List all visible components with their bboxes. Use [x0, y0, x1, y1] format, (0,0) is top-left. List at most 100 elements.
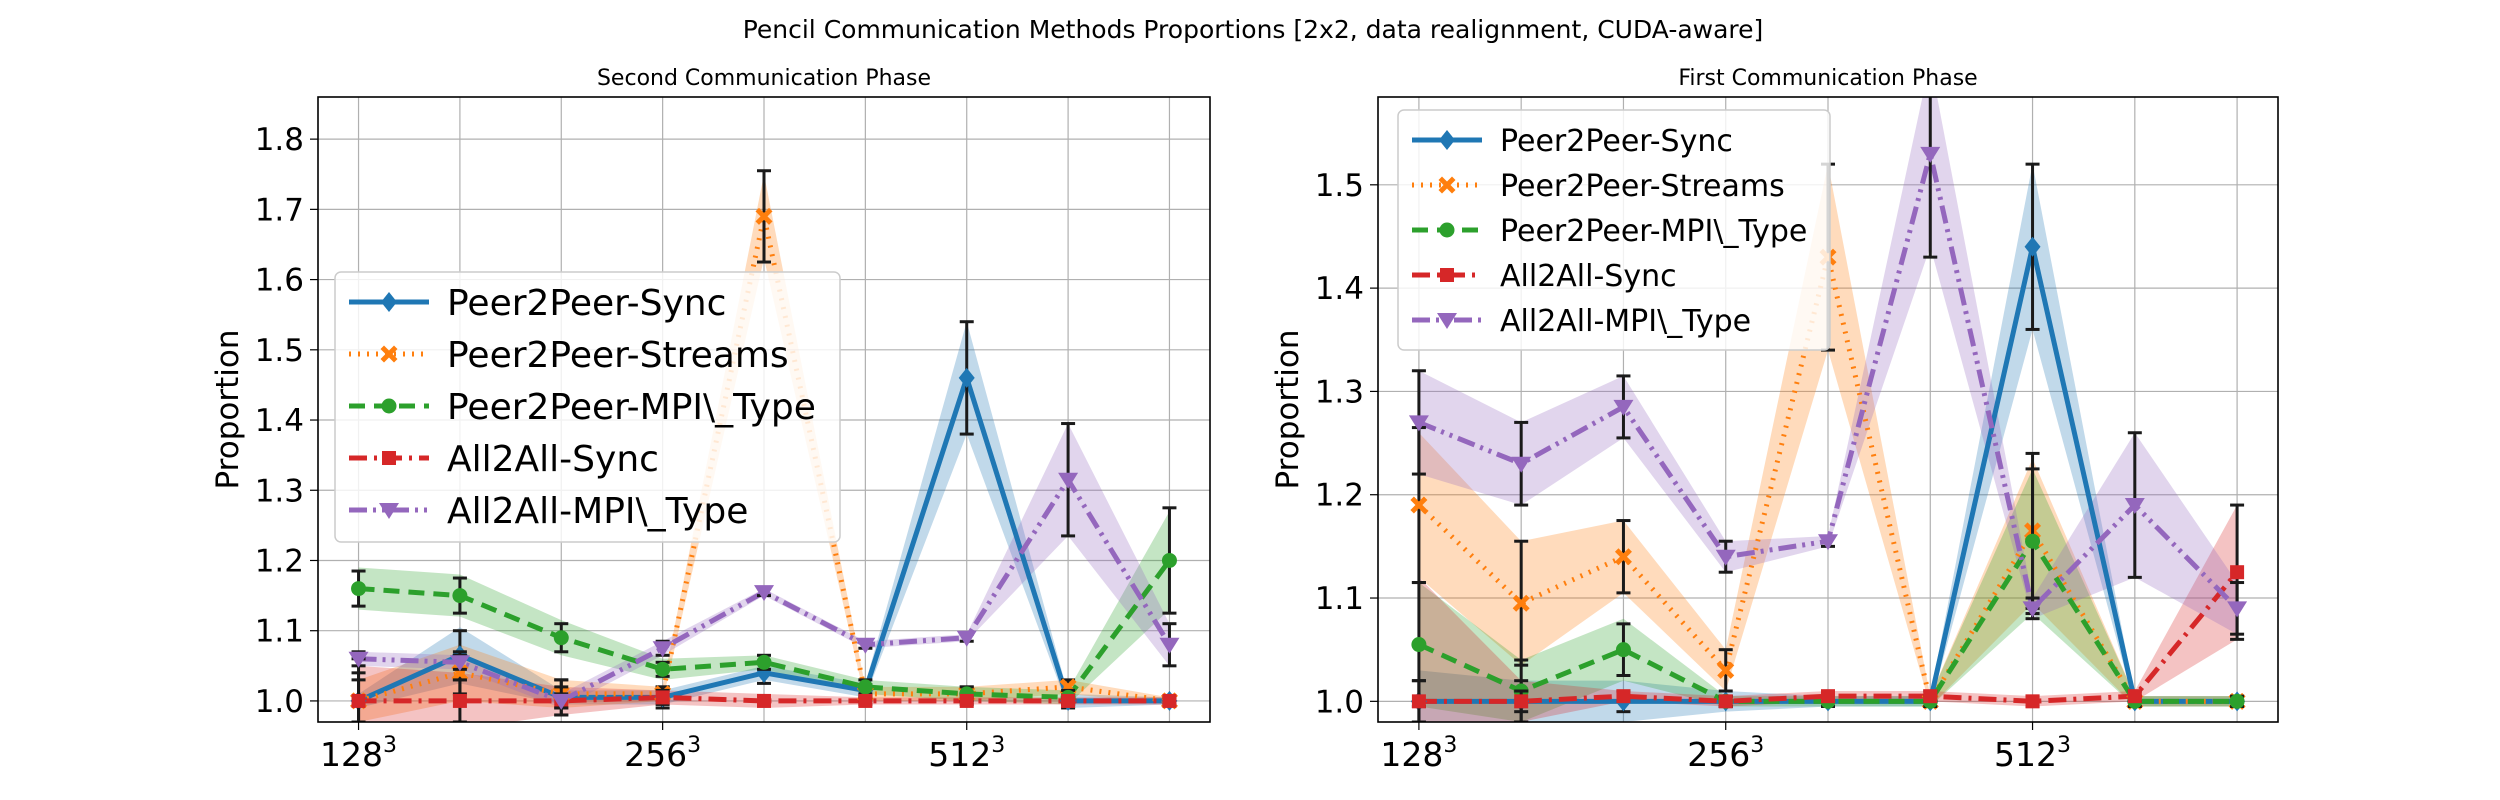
data-point [1613, 399, 1634, 416]
data-point [1920, 146, 1941, 163]
data-point [2025, 694, 2040, 709]
series-line [358, 558, 1172, 700]
data-point [1821, 689, 1835, 704]
legend-marker [1439, 130, 1455, 150]
legend-marker [1437, 313, 1457, 329]
legend-marker [1439, 222, 1455, 238]
data-point [2124, 498, 2145, 515]
data-point [1715, 549, 1736, 566]
legend-box [1397, 109, 1831, 351]
data-point [1616, 689, 1631, 704]
y-tick-label: 1.6 [255, 263, 304, 299]
plot-first-communication-phase: First Communication Phase 1.0 1.1 1.2 1.3 1.4… [1270, 66, 2279, 774]
data-point [754, 585, 774, 602]
series-line [358, 694, 1170, 704]
legend-marker [1440, 268, 1454, 282]
series-layer [348, 169, 1180, 722]
data-point [2025, 533, 2041, 549]
data-point [858, 693, 873, 708]
legend-label: Peer2Peer-MPI\_Type [447, 387, 816, 428]
x-tick-label: 2563 [1687, 733, 1764, 774]
x-tick-label: 5123 [1994, 733, 2071, 774]
y-tick-label: 1.8 [255, 122, 304, 158]
legend: Peer2Peer-Sync Peer2Peer-Streams Peer2Peer… [334, 271, 841, 543]
data-point [2127, 689, 2142, 704]
legend-label: All2All-Sync [1500, 259, 1677, 294]
data-point [655, 661, 671, 677]
y-axis-label: Proportion [210, 330, 246, 490]
data-point [1161, 552, 1177, 568]
y-tick-label: 1.1 [1315, 581, 1364, 617]
y-tick-label: 1.0 [1315, 684, 1364, 720]
legend-marker [381, 398, 397, 414]
data-point [351, 581, 367, 597]
series-line [1418, 570, 2240, 704]
data-point [2227, 601, 2248, 618]
x-tick-label: 1283 [1380, 733, 1457, 774]
data-point [655, 690, 670, 705]
y-tick-label: 1.0 [255, 684, 304, 720]
data-point [1511, 456, 1532, 473]
data-point [1411, 694, 1426, 709]
data-point [1923, 689, 1938, 704]
plot-second-communication-phase: Second Communication Phase 1.0 1.1 1.2 1.3 1.… [210, 66, 1211, 774]
data-point [959, 693, 974, 708]
data-point [956, 630, 977, 647]
legend-marker [379, 503, 399, 519]
y-tick-label: 1.3 [1315, 374, 1364, 410]
data-point [1818, 534, 1838, 551]
legend-box [334, 271, 841, 543]
data-point [551, 693, 572, 710]
data-point [2230, 565, 2245, 580]
y-axis-label: Proportion [1270, 330, 1306, 490]
data-point [958, 367, 975, 388]
legend-label: Peer2Peer-MPI\_Type [1500, 214, 1807, 249]
data-point [1411, 637, 1427, 653]
data-point [1162, 693, 1177, 708]
data-point [449, 655, 470, 672]
x-tick-label: 1283 [320, 733, 397, 774]
data-point [757, 693, 771, 708]
y-tick-label: 1.2 [255, 543, 304, 579]
legend: Peer2Peer-Sync Peer2Peer-Streams Peer2Peer… [1397, 109, 1831, 351]
axes-frame [1377, 96, 2279, 723]
y-tick-label: 1.4 [1315, 271, 1364, 307]
data-point [1614, 548, 1632, 566]
data-point [348, 651, 369, 668]
data-point [1512, 594, 1530, 612]
y-tick-label: 1.4 [255, 403, 304, 439]
data-point [756, 654, 772, 670]
legend-label: Peer2Peer-Streams [1500, 169, 1785, 204]
data-point [452, 588, 468, 604]
legend-label: All2All-MPI\_Type [1500, 304, 1751, 339]
data-point [1061, 693, 1076, 708]
data-point [1410, 496, 1428, 514]
legend-label: All2All-Sync [447, 439, 659, 480]
axes-frame [317, 96, 1211, 723]
series-line [358, 475, 1172, 704]
confidence-band [1418, 97, 2238, 635]
data-point [2024, 236, 2041, 257]
data-point [2229, 693, 2245, 709]
legend-label: Peer2Peer-Streams [447, 335, 789, 376]
legend-marker [380, 345, 398, 363]
legend-marker [1438, 176, 1456, 194]
data-point [351, 693, 366, 708]
data-point [1159, 637, 1180, 654]
data-point [1408, 415, 1429, 432]
x-tick-label: 5123 [928, 733, 1005, 774]
data-point [755, 207, 773, 225]
series-layer [1408, 97, 2248, 722]
data-point [855, 637, 876, 654]
legend-marker [381, 292, 397, 312]
data-point [1615, 642, 1631, 658]
data-point [452, 693, 467, 708]
legend-label: All2All-MPI\_Type [447, 491, 748, 532]
y-tick-label: 1.5 [255, 333, 304, 369]
y-tick-label: 1.1 [255, 614, 304, 650]
y-tick-label: 1.2 [1315, 478, 1364, 514]
x-tick-label: 2563 [624, 733, 701, 774]
legend-label: Peer2Peer-Sync [1500, 124, 1733, 159]
figure-title: Pencil Communication Methods Proportions… [743, 15, 1764, 44]
